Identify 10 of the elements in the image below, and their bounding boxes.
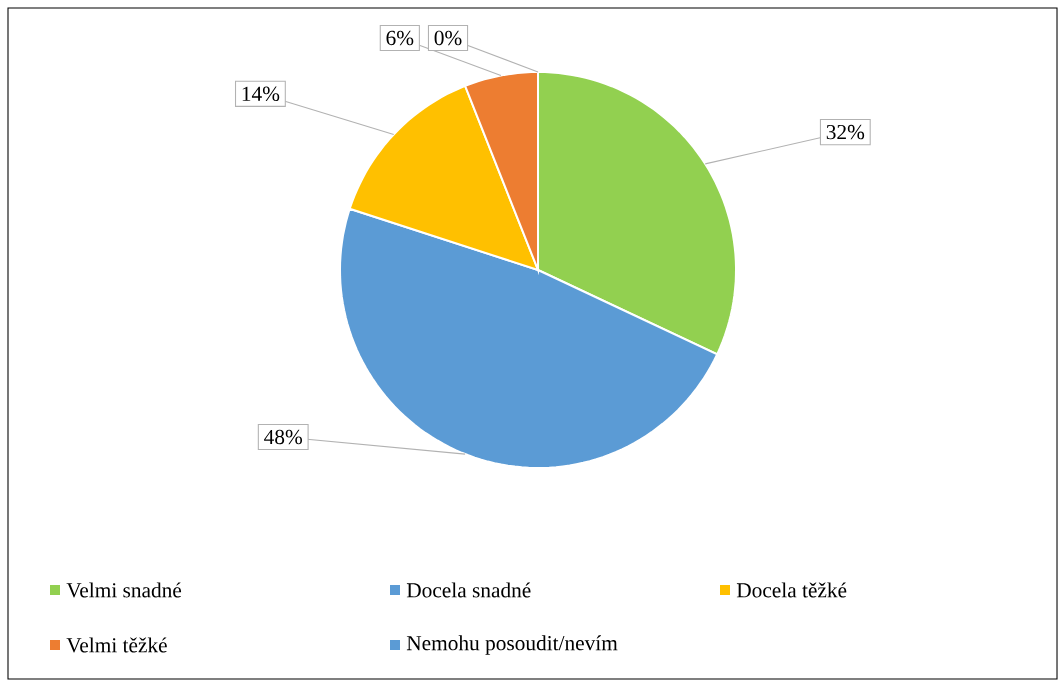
data-label: 32%: [826, 124, 865, 140]
legend-label: Docela snadné: [406, 582, 531, 598]
legend-label: Velmi těžké: [66, 637, 167, 653]
data-label: 6%: [386, 30, 414, 46]
data-label: 48%: [264, 429, 303, 445]
legend-label: Nemohu posoudit/nevím: [406, 635, 618, 655]
text: 0%: [434, 30, 462, 46]
legend-label: Docela těžké: [736, 582, 847, 598]
data-label: 14%: [242, 86, 280, 102]
legend-label: Velmi snadné: [66, 582, 182, 598]
